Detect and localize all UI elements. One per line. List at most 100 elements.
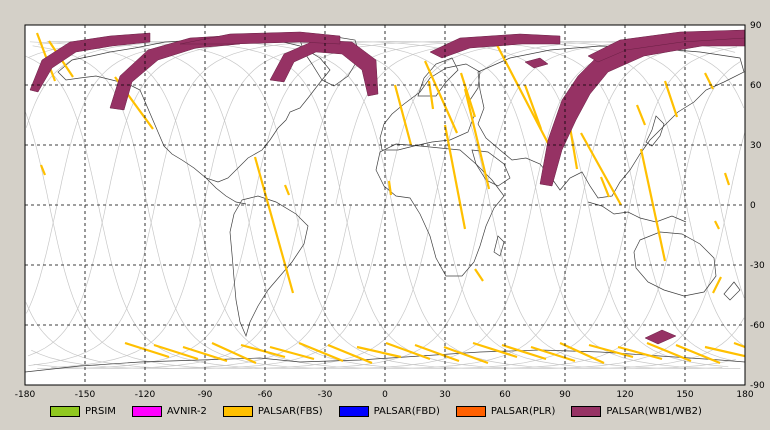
- wb-swath: [644, 329, 677, 345]
- legend-item: PALSAR(WB1/WB2): [571, 405, 702, 417]
- fbs-swath: [459, 72, 477, 118]
- orbit-track: [580, 41, 736, 205]
- lon-tick-label: 150: [676, 390, 693, 400]
- orbit-track: [26, 204, 58, 314]
- lon-tick-label: 120: [616, 390, 633, 400]
- orbit-track: [384, 41, 745, 205]
- coast-south-america: [229, 195, 309, 338]
- lon-tick-label: 60: [499, 390, 511, 400]
- orbit-track: [154, 41, 741, 369]
- fbs-swath: [443, 124, 467, 230]
- wb-swath: [539, 33, 745, 187]
- fbs-swath: [501, 343, 547, 361]
- lat-tick-label: 30: [750, 141, 762, 151]
- orbit-track: [38, 41, 680, 369]
- fbs-swath: [253, 156, 295, 294]
- legend-item: PALSAR(FBS): [222, 405, 323, 417]
- fbs-swath: [269, 345, 315, 361]
- legend-item: PRSIM: [50, 405, 116, 417]
- legend-swatch: [50, 405, 80, 417]
- lat-tick-label: -30: [750, 261, 765, 271]
- lon-tick-label: -120: [135, 390, 156, 400]
- lat-tick-label: -60: [750, 321, 765, 331]
- wb-swath: [179, 31, 341, 45]
- orbit-track: [29, 41, 582, 369]
- fbs-swath: [124, 341, 170, 359]
- fbs-swath: [356, 345, 402, 359]
- coast-madagascar: [493, 235, 505, 257]
- fbs-swath: [423, 60, 459, 134]
- orbit-track: [25, 112, 435, 369]
- lon-tick-label: -30: [318, 390, 333, 400]
- fbs-swath: [599, 176, 611, 198]
- lon-tick-label: 0: [382, 390, 388, 400]
- wb-swath: [429, 33, 561, 59]
- fbs-swath: [704, 72, 714, 90]
- legend-item: PALSAR(PLR): [455, 405, 556, 417]
- coast-central-america: [205, 177, 247, 205]
- orbit-track: [32, 45, 533, 369]
- fbs-swath: [714, 220, 720, 230]
- fbs-swath: [523, 84, 543, 130]
- map-border: [24, 24, 746, 386]
- fbs-swath: [635, 104, 647, 126]
- fbs-swath: [463, 88, 491, 190]
- orbit-tracks: [25, 41, 745, 369]
- fbs-swath: [393, 84, 413, 146]
- coast-asia: [477, 45, 745, 199]
- orbit-track: [27, 204, 107, 357]
- lon-tick-label: -150: [75, 390, 96, 400]
- coast-australia: [633, 231, 717, 297]
- coastlines: [25, 35, 745, 373]
- orbit-track: [56, 41, 736, 369]
- fbs-swath: [496, 44, 552, 150]
- fbs-swath: [240, 343, 286, 359]
- legend-label: PALSAR(PLR): [490, 405, 556, 417]
- orbit-track: [678, 61, 741, 205]
- legend-label: AVNIR-2: [166, 405, 207, 417]
- coast-greenland: [299, 35, 361, 87]
- orbit-track: [51, 204, 205, 368]
- fbs-swath: [530, 345, 576, 363]
- orbit-track: [31, 204, 352, 369]
- coast-japan: [645, 115, 665, 147]
- coast-indonesia: [587, 201, 687, 223]
- fbs-swath: [559, 341, 605, 365]
- orbit-track: [28, 204, 156, 366]
- legend-swatch: [131, 405, 162, 417]
- orbit-track: [27, 41, 729, 369]
- lat-tick-label: -90: [750, 381, 765, 391]
- orbit-track: [25, 204, 386, 369]
- fbs-swath: [712, 276, 722, 294]
- fbs-swath: [663, 80, 679, 118]
- orbit-track: [105, 41, 723, 369]
- orbit-track: [46, 41, 631, 369]
- fbs-swath: [474, 268, 484, 282]
- wb-swath: [587, 29, 745, 63]
- fbs-swath: [472, 341, 518, 359]
- orbit-track: [727, 132, 745, 205]
- fbs-swath: [723, 172, 731, 186]
- coast-arabia: [471, 149, 511, 187]
- fbs-swath: [580, 132, 622, 206]
- lat-tick-label: 0: [750, 201, 756, 211]
- fbs-swath: [646, 341, 692, 363]
- coast-new-zealand: [723, 281, 741, 301]
- legend-swatch: [222, 405, 253, 417]
- lon-tick-label: -180: [15, 390, 36, 400]
- legend-swatch: [455, 405, 486, 417]
- legend-label: PALSAR(WB1/WB2): [606, 405, 702, 417]
- fbs-swath: [639, 148, 667, 262]
- fbs-swath: [298, 341, 344, 363]
- lat-tick-label: 60: [750, 81, 762, 91]
- fbs-swath: [675, 343, 721, 365]
- orbit-track: [433, 41, 736, 205]
- lon-tick-label: 90: [559, 390, 571, 400]
- legend-label: PALSAR(FBD): [373, 405, 440, 417]
- fbs-swath: [385, 341, 431, 361]
- legend-label: PALSAR(FBS): [257, 405, 323, 417]
- legend-swatch: [571, 405, 602, 417]
- fbs-swath: [427, 80, 435, 110]
